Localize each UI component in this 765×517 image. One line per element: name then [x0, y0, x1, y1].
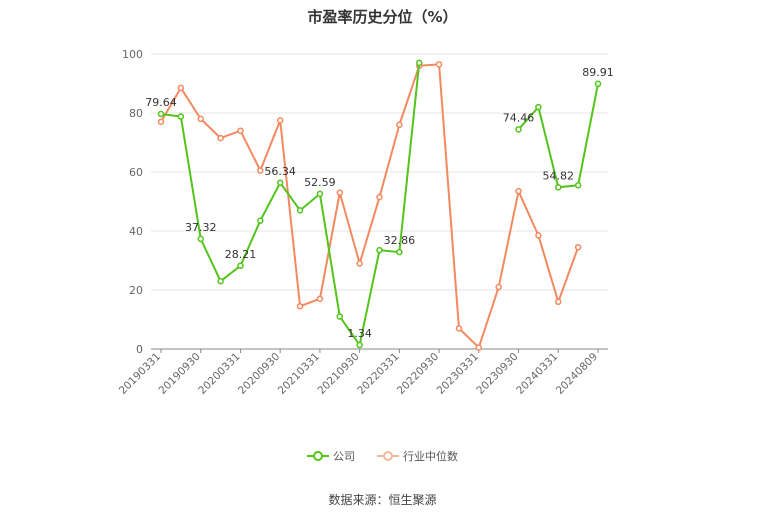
- data-point-industry-median: [177, 84, 185, 92]
- x-tick-label: 20190331: [117, 351, 163, 397]
- data-point-industry-median: [435, 61, 443, 68]
- legend-swatch-company: [307, 451, 329, 461]
- data-point-company: [594, 80, 602, 88]
- data-point-company: [574, 182, 582, 189]
- data-point-industry-median: [455, 325, 463, 332]
- data-point-company: [535, 103, 542, 111]
- data-point-industry-median: [555, 298, 562, 306]
- x-tick-label: 20190930: [157, 351, 203, 397]
- x-tick-label: 20230331: [435, 351, 481, 397]
- x-tick-label: 20210331: [276, 351, 322, 397]
- data-label: 54.82: [543, 169, 575, 182]
- y-tick-label: 40: [129, 225, 143, 238]
- y-tick-label: 20: [129, 284, 143, 297]
- legend-item-company[interactable]: 公司: [307, 448, 355, 464]
- x-tick-label: 20200930: [236, 351, 282, 397]
- data-label: 32.86: [384, 234, 416, 247]
- data-point-company: [276, 179, 284, 187]
- data-point-company: [515, 126, 522, 133]
- data-point-industry-median: [515, 187, 522, 195]
- data-point-company: [396, 248, 403, 256]
- y-tick-label: 60: [129, 166, 143, 179]
- y-tick-label: 0: [136, 343, 143, 356]
- data-label: 37.32: [185, 221, 217, 234]
- data-label: 56.34: [264, 165, 296, 178]
- data-point-industry-median: [356, 260, 363, 267]
- data-point-industry-median: [535, 232, 542, 239]
- data-label: 28.21: [225, 248, 257, 261]
- x-tick-label: 20230930: [474, 351, 520, 397]
- legend-label-industry-median: 行业中位数: [403, 450, 458, 463]
- data-label: 52.59: [304, 176, 336, 189]
- data-point-industry-median: [296, 302, 304, 310]
- series-line-company: [160, 62, 421, 348]
- x-tick-label: 20220331: [355, 351, 401, 397]
- data-point-company: [217, 277, 224, 285]
- data-point-industry-median: [475, 344, 483, 351]
- data-point-industry-median: [495, 283, 502, 291]
- data-point-industry-median: [217, 134, 224, 142]
- series-line-industry-median: [160, 63, 580, 350]
- data-point-industry-median: [396, 121, 403, 129]
- data-label: 79.64: [145, 96, 177, 109]
- data-point-company: [376, 246, 383, 254]
- data-point-company: [356, 341, 363, 349]
- x-tick-label: 20200331: [196, 351, 242, 397]
- x-tick-label: 20210930: [315, 351, 361, 397]
- x-tick-label: 20240809: [554, 351, 600, 397]
- data-point-industry-median: [237, 127, 244, 134]
- data-label: 89.91: [582, 66, 614, 79]
- y-tick-label: 80: [129, 107, 143, 120]
- data-point-company: [157, 110, 165, 118]
- data-point-company: [415, 59, 423, 67]
- legend-swatch-industry-median: [377, 451, 399, 461]
- data-point-company: [197, 235, 204, 243]
- data-point-industry-median: [157, 118, 165, 126]
- x-tick-label: 20240331: [514, 351, 560, 397]
- data-point-company: [237, 262, 244, 270]
- data-point-industry-median: [316, 295, 324, 303]
- chart-legend: 公司 行业中位数: [0, 448, 765, 464]
- chart-title: 市盈率历史分位（%）: [307, 8, 458, 26]
- legend-label-company: 公司: [333, 450, 355, 463]
- y-tick-label: 100: [122, 48, 143, 61]
- data-point-industry-median: [336, 189, 344, 196]
- legend-item-industry-median[interactable]: 行业中位数: [377, 448, 458, 464]
- data-point-company: [336, 313, 344, 320]
- data-point-company: [316, 190, 324, 198]
- data-point-company: [296, 207, 304, 214]
- x-tick-label: 20220930: [395, 351, 441, 397]
- data-point-industry-median: [574, 243, 582, 251]
- data-point-industry-median: [257, 167, 264, 174]
- data-point-industry-median: [197, 115, 204, 123]
- data-label: 74.46: [503, 111, 535, 124]
- data-point-company: [177, 113, 185, 120]
- data-point-company: [257, 217, 264, 224]
- data-point-industry-median: [376, 193, 383, 201]
- data-label: 1.34: [347, 327, 372, 340]
- data-source: 数据来源：恒生聚源: [328, 493, 437, 507]
- data-point-industry-median: [276, 117, 284, 124]
- data-point-company: [555, 184, 562, 191]
